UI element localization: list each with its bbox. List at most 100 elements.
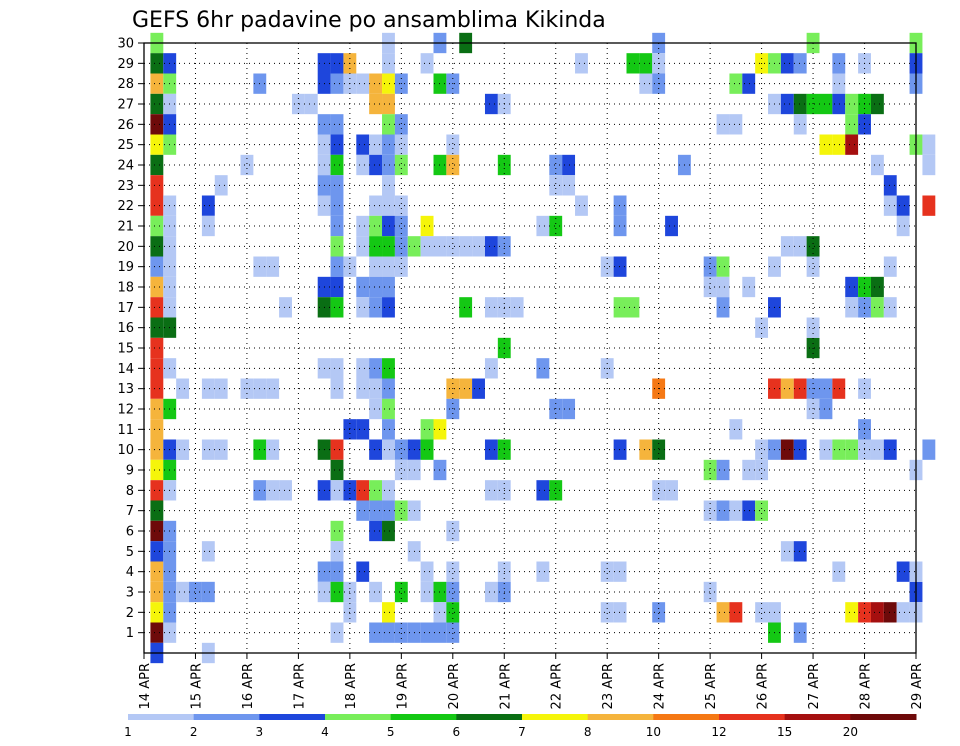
heatmap-cell — [150, 337, 164, 359]
heatmap-cell — [382, 134, 395, 155]
heatmap-cell — [780, 93, 794, 115]
heatmap-cell — [356, 358, 370, 379]
y-tick-label: 19 — [117, 260, 134, 275]
heatmap-cell — [266, 378, 280, 399]
heatmap-cell — [330, 480, 344, 501]
heatmap-cell — [266, 256, 280, 277]
legend-label: 4 — [321, 725, 329, 739]
heatmap-cell — [382, 215, 395, 237]
heatmap-cell — [189, 581, 202, 603]
heatmap-cell — [896, 215, 910, 237]
heatmap-cell — [549, 154, 563, 176]
heatmap-cell — [793, 541, 807, 562]
heatmap-cell — [420, 622, 434, 643]
heatmap-cell — [562, 175, 576, 196]
heatmap-cell — [484, 236, 498, 257]
heatmap-cell — [755, 602, 769, 623]
legend-swatch — [390, 714, 457, 720]
heatmap-cell — [549, 480, 563, 501]
heatmap-cell — [330, 622, 344, 643]
y-tick-label: 9 — [126, 464, 134, 479]
heatmap-cell — [845, 93, 859, 115]
heatmap-cell — [716, 114, 730, 135]
heatmap-cell — [484, 358, 498, 379]
heatmap-cell — [330, 256, 344, 277]
heatmap-cell — [446, 602, 460, 623]
heatmap-cell — [201, 439, 215, 460]
heatmap-cell — [896, 602, 910, 623]
heatmap-cell — [150, 53, 164, 74]
heatmap-cell — [832, 439, 846, 460]
x-tick-label: 27 APR — [807, 663, 822, 709]
heatmap-cell — [150, 358, 164, 379]
heatmap-cell — [420, 419, 434, 440]
heatmap-cell — [304, 93, 318, 115]
heatmap-cell — [665, 480, 678, 501]
heatmap-cell — [575, 195, 588, 216]
y-tick-label: 2 — [126, 606, 134, 621]
heatmap-cell — [356, 480, 370, 501]
heatmap-cell — [562, 398, 576, 420]
heatmap-cell — [742, 500, 756, 521]
heatmap-cell — [780, 53, 794, 74]
heatmap-cell — [150, 480, 164, 501]
legend-label: 20 — [843, 725, 858, 739]
heatmap-cell — [150, 154, 164, 176]
legend-label: 15 — [777, 725, 792, 739]
heatmap-cell — [716, 500, 730, 521]
heatmap-cell — [369, 134, 383, 155]
heatmap-cell — [870, 439, 884, 460]
heatmap-cell — [330, 175, 344, 196]
heatmap-cell — [742, 276, 756, 298]
legend-swatch — [850, 714, 917, 720]
heatmap-cell — [369, 358, 383, 379]
y-tick-label: 13 — [117, 382, 134, 397]
heatmap-cell — [150, 622, 164, 643]
y-tick-label: 7 — [126, 504, 134, 519]
grid-lines — [144, 43, 916, 653]
heatmap-cell — [330, 439, 344, 460]
x-tick-label: 23 APR — [601, 663, 616, 709]
heatmap-cell — [150, 398, 164, 420]
heatmap-cell — [369, 581, 383, 603]
heatmap-cell — [382, 297, 395, 318]
heatmap-cell — [613, 439, 627, 460]
heatmap-cell — [330, 561, 344, 582]
heatmap-cell — [793, 236, 807, 257]
heatmap-cell — [883, 195, 897, 216]
heatmap-cell — [356, 297, 370, 318]
heatmap-cell — [870, 93, 884, 115]
x-tick-label: 25 APR — [704, 663, 719, 709]
heatmap-cell — [369, 378, 383, 399]
heatmap-cell — [832, 378, 846, 399]
heatmap-cell — [922, 195, 936, 216]
heatmap-cell — [330, 134, 344, 155]
heatmap-cell — [806, 317, 820, 338]
x-tick-label: 24 APR — [653, 663, 668, 709]
heatmap-cell — [819, 378, 833, 399]
x-tick-label: 14 APR — [138, 663, 153, 709]
heatmap-cell — [665, 215, 678, 237]
legend-label: 8 — [584, 725, 592, 739]
heatmap-cell — [369, 297, 383, 318]
heatmap-cell — [382, 256, 395, 277]
heatmap-cell — [459, 378, 473, 399]
heatmap-cell — [330, 114, 344, 135]
heatmap-cell — [562, 154, 576, 176]
heatmap-cell — [369, 73, 383, 94]
y-tick-label: 24 — [117, 159, 134, 174]
heatmap-cell — [382, 398, 395, 420]
heatmap-cell — [780, 439, 794, 460]
heatmap-cell — [446, 520, 460, 542]
heatmap-cell — [356, 154, 370, 176]
y-tick-label: 29 — [117, 57, 134, 72]
heatmap-cell — [716, 297, 730, 318]
heatmap-cell — [394, 215, 408, 237]
heatmap-cell — [549, 215, 563, 237]
heatmap-cell — [150, 297, 164, 318]
heatmap-cell — [356, 561, 370, 582]
heatmap-cell — [150, 236, 164, 257]
heatmap-cell — [369, 439, 383, 460]
heatmap-cell — [922, 134, 936, 155]
